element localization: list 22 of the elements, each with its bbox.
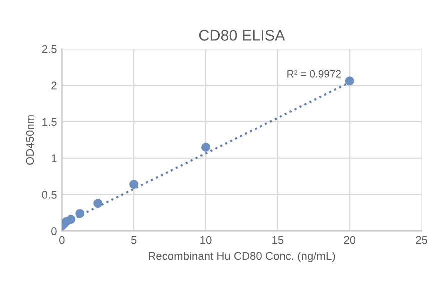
point: [130, 180, 139, 190]
x-tick-label: 20: [344, 236, 356, 244]
point: [66, 215, 76, 224]
x-tick-label: 15: [272, 236, 284, 244]
y-tick-label: 2: [52, 82, 57, 90]
chart-title: CD80 ELISA: [199, 30, 286, 41]
x-tick-label: 0: [60, 236, 65, 244]
point: [345, 76, 354, 86]
y-axis-title: OD450nm: [26, 116, 34, 165]
x-tick-label: 10: [200, 236, 212, 244]
y-tick-label: 0.5: [42, 191, 57, 199]
x-tick-label: 5: [131, 236, 137, 244]
annotation: R² = 0.9972: [288, 70, 342, 78]
x-tick-label: 25: [416, 236, 428, 244]
point: [94, 199, 103, 208]
y-tick-label: 2.5: [42, 45, 57, 54]
y-tick-label: 1.5: [42, 118, 57, 126]
point: [76, 209, 85, 218]
x-axis-title: Recombinant Hu CD80 Conc. (ng/mL): [149, 252, 336, 262]
y-tick-label: 0: [52, 227, 57, 236]
point: [202, 142, 211, 152]
y-tick-label: 1: [52, 154, 57, 162]
